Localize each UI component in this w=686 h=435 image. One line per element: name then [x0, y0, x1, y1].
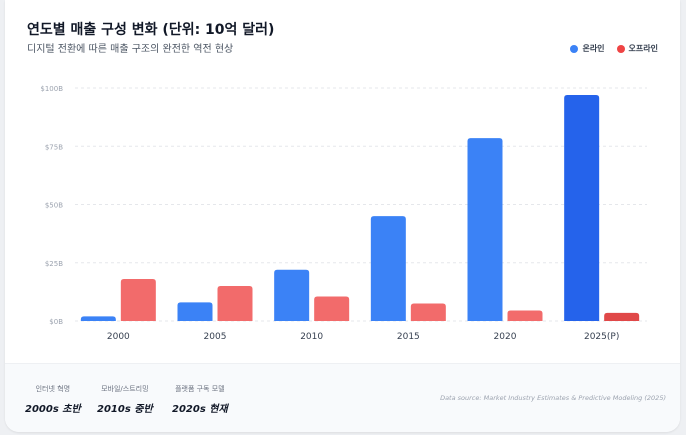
data-source: Data source: Market Industry Estimates &… — [440, 394, 666, 402]
bar-offline — [120, 279, 156, 321]
era-label: 인터넷 혁명 — [35, 385, 71, 393]
legend-item-online[interactable]: 온라인 — [570, 43, 605, 54]
x-tick-label: 2015 — [397, 332, 420, 342]
era-label: 모바일/스트리밍 — [101, 385, 149, 393]
bar-online — [370, 216, 406, 321]
y-tick-label: $50B — [45, 202, 63, 210]
bar-online — [564, 94, 600, 322]
footer: 인터넷 혁명 2000s 초반 모바일/스트리밍 2010s 중반 플랫폼 구독 모… — [5, 363, 680, 432]
x-tick-label: 2025(P) — [584, 332, 619, 342]
chart-card: 연도별 매출 구성 변화 (단위: 10억 달러) 디지털 전환에 따른 매출 … — [5, 0, 680, 432]
legend-dot — [570, 44, 579, 53]
bar-online — [467, 138, 503, 321]
legend-item-offline[interactable]: 오프라인 — [616, 43, 658, 54]
bar-online — [274, 269, 310, 321]
y-tick-label: $100B — [40, 85, 63, 93]
bar-offline — [217, 286, 253, 321]
bar-offline — [410, 303, 446, 321]
y-tick-label: $25B — [45, 260, 63, 268]
era-label: 플랫폼 구독 모델 — [175, 385, 225, 393]
chart-subtitle: 디지털 전환에 따른 매출 구조의 완전한 역전 현상 — [27, 44, 234, 55]
era-internet: 인터넷 혁명 2000s 초반 — [25, 384, 81, 415]
legend-label: 오프라인 — [628, 44, 658, 53]
legend-label: 온라인 — [582, 44, 605, 53]
legend: 온라인 오프라인 — [570, 43, 658, 54]
bar-offline — [507, 310, 543, 321]
x-tick-label: 2020 — [494, 332, 517, 342]
era-platform: 플랫폼 구독 모델 2020s 현재 — [172, 384, 228, 415]
era-value: 2020s 현재 — [172, 404, 228, 415]
bar-offline — [604, 312, 640, 321]
bar-chart: $0B $25B $50B $75B $100B 2000 2005 2010 2015 2020… — [40, 85, 647, 342]
bar-offline — [314, 296, 350, 321]
era-value: 2000s 초반 — [25, 404, 81, 415]
x-tick-label: 2000 — [107, 332, 130, 342]
era-value: 2010s 중반 — [97, 404, 153, 415]
x-tick-label: 2005 — [204, 332, 227, 342]
y-tick-label: $0B — [49, 318, 63, 326]
legend-dot — [616, 44, 625, 53]
x-tick-label: 2010 — [300, 332, 323, 342]
chart-title: 연도별 매출 구성 변화 (단위: 10억 달러) — [27, 22, 275, 38]
era-mobile: 모바일/스트리밍 2010s 중반 — [97, 384, 153, 415]
y-tick-label: $75B — [45, 143, 63, 151]
bar-online — [80, 316, 116, 321]
bar-online — [177, 302, 213, 321]
